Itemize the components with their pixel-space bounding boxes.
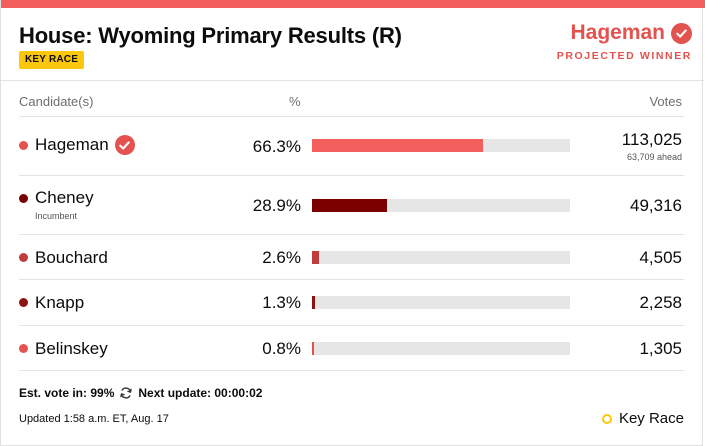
candidate-row: Hageman 66.3% 113,025 63,709 ahead	[19, 117, 684, 176]
vote-percent: 0.8%	[262, 339, 301, 358]
incumbent-label: Incumbent	[35, 211, 78, 221]
candidate-name: Belinskey	[35, 339, 108, 358]
key-race-legend-label: Key Race	[618, 410, 684, 427]
candidate-name: Hageman	[35, 135, 109, 154]
vote-share-bar	[312, 199, 570, 212]
candidate-row: Belinskey 0.8% 1,305	[19, 326, 684, 371]
vote-share-bar	[312, 296, 570, 309]
updated-timestamp: Updated 1:58 a.m. ET, Aug. 17	[19, 413, 169, 425]
vote-share-fill	[312, 342, 315, 355]
projected-winner: Hageman PROJECTED WINNER	[557, 21, 692, 62]
vote-share-fill	[312, 139, 484, 152]
candidate-name: Knapp	[35, 293, 85, 312]
vote-count: 4,505	[639, 248, 682, 267]
estimated-vote-status: Est. vote in: 99% Next update: 00:00:02	[19, 386, 262, 400]
candidate-row: Cheney Incumbent 28.9% 49,316	[19, 176, 684, 235]
projected-winner-label: PROJECTED WINNER	[556, 50, 692, 62]
key-race-ring-icon	[601, 413, 612, 424]
candidate-name: Bouchard	[35, 248, 108, 267]
vote-percent: 28.9%	[252, 196, 301, 215]
check-circle-icon	[671, 22, 692, 44]
candidate-column-header: Candidate(s)	[19, 94, 94, 109]
votes-ahead: 63,709 ahead	[626, 152, 682, 162]
vote-share-fill	[312, 296, 316, 309]
candidate-list: Hageman 66.3% 113,025 63,709 ahead Chene…	[19, 117, 684, 371]
vote-percent: 2.6%	[262, 248, 301, 267]
next-update-text: Next update: 00:00:02	[138, 386, 263, 400]
vote-count: 2,258	[639, 293, 682, 312]
vote-share-fill	[312, 199, 387, 212]
vote-share-bar	[312, 342, 570, 355]
refresh-icon[interactable]	[119, 386, 133, 400]
votes-column-header: Votes	[649, 94, 682, 109]
candidate-color-dot	[19, 298, 28, 307]
candidate-row: Bouchard 2.6% 4,505	[19, 235, 684, 280]
results-header: House: Wyoming Primary Results (R) KEY R…	[1, 8, 704, 81]
check-circle-icon	[114, 135, 135, 155]
vote-percent: 1.3%	[262, 293, 301, 312]
winner-name: Hageman	[570, 21, 665, 44]
estimated-vote-text: Est. vote in: 99%	[19, 386, 115, 400]
vote-percent: 66.3%	[252, 137, 301, 156]
vote-count: 49,316	[630, 196, 682, 215]
candidate-color-dot	[19, 253, 28, 262]
column-headers: Candidate(s) % Votes	[19, 88, 684, 117]
key-race-legend: Key Race	[601, 410, 684, 427]
vote-count: 113,025	[621, 130, 682, 149]
vote-share-fill	[312, 251, 319, 264]
vote-share-bar	[312, 251, 570, 264]
candidate-color-dot	[19, 344, 28, 353]
candidate-name: Cheney	[35, 188, 94, 207]
accent-bar	[1, 0, 705, 8]
candidate-color-dot	[19, 141, 28, 150]
key-race-badge: KEY RACE	[19, 51, 85, 69]
percent-column-header: %	[289, 94, 301, 109]
vote-count: 1,305	[639, 339, 682, 358]
vote-share-bar	[312, 139, 570, 152]
candidate-row: Knapp 1.3% 2,258	[19, 280, 684, 326]
candidate-color-dot	[19, 194, 28, 203]
page-title: House: Wyoming Primary Results (R)	[19, 23, 402, 48]
